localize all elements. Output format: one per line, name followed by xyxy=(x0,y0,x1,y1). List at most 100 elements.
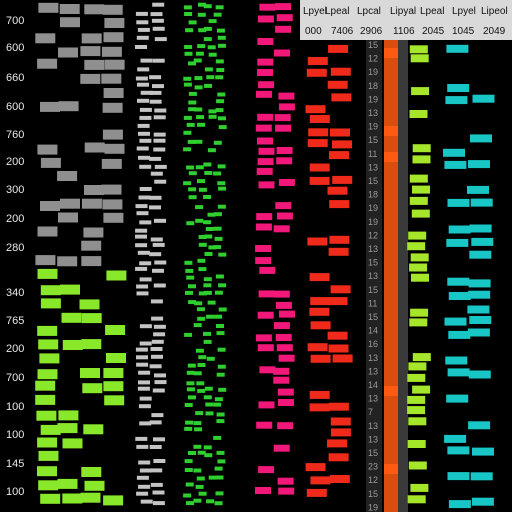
heat-cell xyxy=(384,386,398,396)
heat-cell xyxy=(467,305,490,314)
heat-cell xyxy=(204,67,213,72)
heat-cell xyxy=(194,85,203,90)
heat-cell xyxy=(306,488,327,497)
heat-cell xyxy=(135,45,147,49)
heat-cell xyxy=(409,196,428,205)
index-number: 18 xyxy=(368,81,378,91)
index-number: 19 xyxy=(368,217,378,227)
heat-cell xyxy=(213,171,222,176)
heat-cell xyxy=(186,381,195,386)
row-label: 700 xyxy=(6,15,24,27)
heat-cell xyxy=(274,114,291,122)
heat-cell xyxy=(468,279,491,288)
heat-cell xyxy=(102,4,123,15)
heat-cell xyxy=(153,283,166,288)
heat-cell xyxy=(259,266,276,274)
heat-cell xyxy=(139,115,152,120)
heat-cell xyxy=(136,284,149,289)
heat-cell xyxy=(195,484,204,489)
heat-cell xyxy=(139,220,152,225)
heat-cell xyxy=(104,395,125,406)
index-number: 14 xyxy=(368,326,378,336)
heat-cell xyxy=(204,234,213,239)
heat-cell xyxy=(135,436,148,441)
heat-cell xyxy=(194,139,203,144)
heat-cell xyxy=(40,157,61,168)
heat-cell xyxy=(327,80,348,89)
heat-cell xyxy=(185,420,194,425)
heat-cell xyxy=(255,487,271,494)
heat-cell xyxy=(57,478,78,489)
heat-cell xyxy=(196,476,205,481)
heat-cell xyxy=(217,35,226,40)
heat-cell xyxy=(408,417,427,426)
heat-cell xyxy=(216,99,225,104)
heat-cell xyxy=(135,204,148,209)
heat-cell xyxy=(327,439,347,448)
heat-cell xyxy=(412,353,431,362)
heat-cell xyxy=(214,314,223,319)
heat-cell xyxy=(276,14,293,22)
heat-cell xyxy=(198,355,207,360)
heat-cell xyxy=(307,57,328,65)
heat-cell xyxy=(384,126,398,136)
heat-cell xyxy=(215,108,224,113)
heat-cell xyxy=(104,143,125,154)
heat-cell xyxy=(309,390,330,399)
index-strip-gray xyxy=(398,40,408,512)
heat-cell xyxy=(58,410,79,421)
heat-cell xyxy=(207,300,216,305)
heat-cell xyxy=(444,160,467,169)
heat-cell xyxy=(153,332,166,337)
heat-cell xyxy=(154,179,167,184)
heat-cell xyxy=(332,354,353,363)
heat-cell xyxy=(153,115,166,120)
heat-cell xyxy=(149,420,162,425)
heat-cell xyxy=(309,163,330,172)
row-label: 145 xyxy=(6,458,24,470)
heat-cell xyxy=(208,52,217,57)
heat-cell xyxy=(149,99,162,104)
heat-cell xyxy=(103,88,124,98)
heat-cell xyxy=(204,83,213,88)
heat-cell xyxy=(187,139,196,144)
heat-cell xyxy=(37,226,58,237)
heat-cell xyxy=(255,223,272,231)
heat-cell xyxy=(38,480,59,491)
heat-cell xyxy=(196,307,205,312)
heat-cell xyxy=(215,475,224,480)
heat-cell xyxy=(193,58,202,63)
heat-cell xyxy=(80,73,101,84)
heat-cell xyxy=(446,44,469,53)
row-label: 100 xyxy=(6,401,24,413)
heat-cell xyxy=(140,499,153,504)
index-strip-left xyxy=(366,40,382,512)
heat-cell xyxy=(188,91,197,96)
heat-cell xyxy=(310,321,331,330)
heat-cell xyxy=(218,307,227,312)
heat-cell xyxy=(81,33,102,44)
heat-cell xyxy=(332,175,353,184)
index-number: 15 xyxy=(368,40,378,50)
heat-cell xyxy=(101,184,122,195)
heat-cell xyxy=(193,444,202,449)
heat-cell xyxy=(273,322,290,330)
heat-cell xyxy=(197,258,206,263)
index-number: 14 xyxy=(368,380,378,390)
heat-cell xyxy=(305,105,326,114)
heat-cell xyxy=(183,130,192,135)
heat-cell xyxy=(258,401,275,409)
heat-cell xyxy=(257,311,274,319)
heat-cell xyxy=(139,107,152,112)
heat-cell xyxy=(82,383,103,394)
heat-cell xyxy=(208,109,217,114)
heat-cell xyxy=(137,82,149,87)
heat-cell xyxy=(330,67,351,76)
heat-cell xyxy=(307,237,328,246)
heat-cell xyxy=(58,101,79,112)
heat-cell xyxy=(214,501,223,506)
heat-cell xyxy=(149,445,162,449)
heat-cell xyxy=(328,453,349,462)
index-number: 18 xyxy=(368,190,378,200)
